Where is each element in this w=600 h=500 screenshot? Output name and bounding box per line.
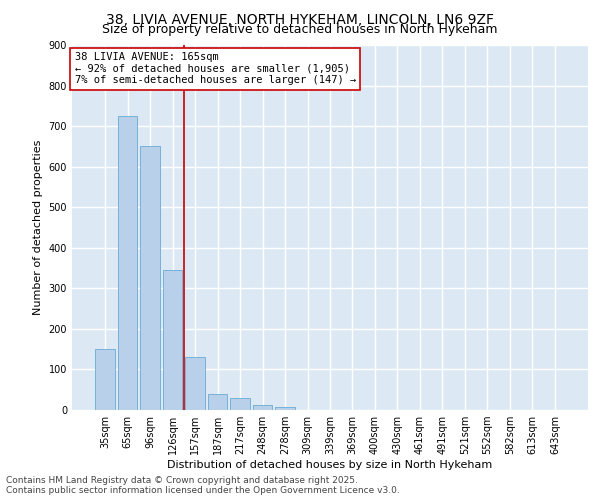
Bar [185, 358, 205, 410]
Text: Contains HM Land Registry data © Crown copyright and database right 2025.
Contai: Contains HM Land Registry data © Crown c… [6, 476, 400, 495]
Y-axis label: Number of detached properties: Number of detached properties [33, 140, 43, 315]
Bar [253, 405, 272, 410]
Text: Size of property relative to detached houses in North Hykeham: Size of property relative to detached ho… [102, 22, 498, 36]
Bar [275, 407, 295, 410]
Text: 38 LIVIA AVENUE: 165sqm
← 92% of detached houses are smaller (1,905)
7% of semi-: 38 LIVIA AVENUE: 165sqm ← 92% of detache… [74, 52, 356, 86]
X-axis label: Distribution of detached houses by size in North Hykeham: Distribution of detached houses by size … [167, 460, 493, 470]
Bar [163, 270, 182, 410]
Bar [118, 116, 137, 410]
Bar [140, 146, 160, 410]
Text: 38, LIVIA AVENUE, NORTH HYKEHAM, LINCOLN, LN6 9ZF: 38, LIVIA AVENUE, NORTH HYKEHAM, LINCOLN… [106, 12, 494, 26]
Bar [208, 394, 227, 410]
Bar [230, 398, 250, 410]
Bar [95, 349, 115, 410]
